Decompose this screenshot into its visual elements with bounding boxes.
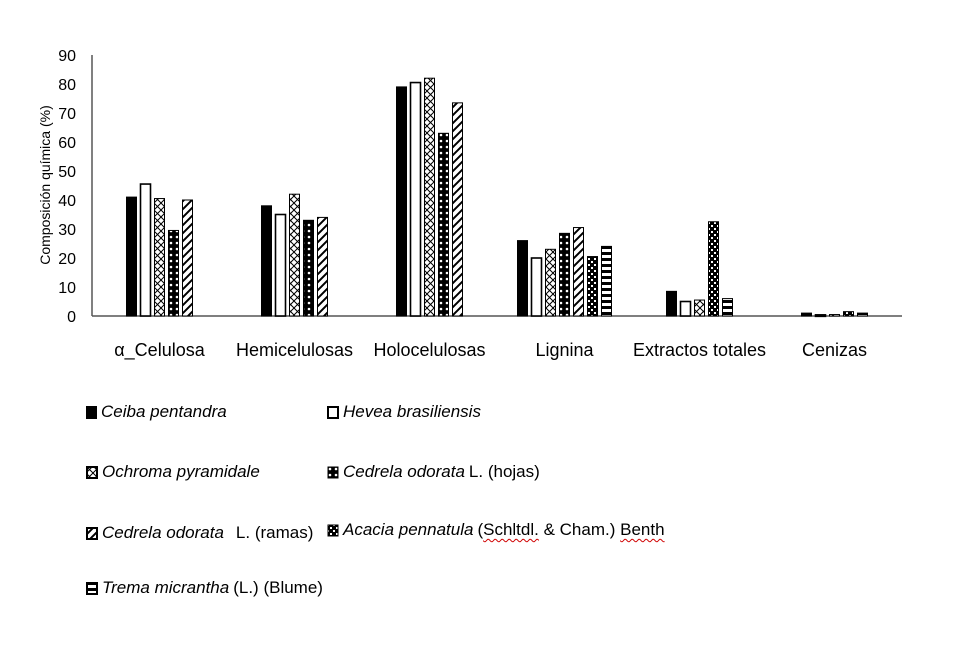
y-tick-label: 90 (58, 48, 76, 65)
y-tick-label: 10 (58, 280, 76, 297)
bar (601, 245, 612, 317)
y-tick-label: 30 (58, 222, 76, 239)
bar (126, 196, 137, 317)
bar (139, 183, 152, 317)
bar (438, 132, 449, 317)
bar (530, 257, 543, 317)
bar (722, 298, 733, 317)
bar (409, 81, 422, 317)
bar (857, 312, 868, 317)
y-tick-label: 80 (58, 77, 76, 94)
bar (517, 240, 528, 317)
bar (679, 300, 692, 317)
y-tick-label: 70 (58, 106, 76, 123)
bar (289, 193, 300, 317)
y-tick-label: 0 (67, 309, 76, 326)
y-tick-label: 50 (58, 164, 76, 181)
bar (666, 290, 677, 317)
y-axis-title: Composición química (%) (37, 105, 53, 265)
bar (587, 256, 598, 317)
bar (814, 314, 827, 318)
x-category-label: Hemicelulosas (236, 340, 353, 360)
bar (154, 198, 165, 317)
bar (168, 229, 179, 317)
bar (317, 216, 328, 317)
bar (694, 299, 705, 317)
bar (843, 311, 854, 317)
bar (424, 77, 435, 317)
y-tick-labels: 0 10 20 30 40 50 60 70 80 90 (58, 48, 76, 326)
category-labels: α_Celulosa Hemicelulosas Holocelulosas Lign… (114, 340, 867, 361)
bar (829, 314, 840, 317)
x-category-label: Extractos totales (633, 340, 766, 360)
bar (261, 205, 272, 317)
x-category-label: Lignina (535, 340, 594, 360)
bar (545, 248, 556, 317)
bar (573, 227, 584, 317)
bar (303, 219, 314, 317)
y-tick-label: 20 (58, 251, 76, 268)
bar (801, 312, 812, 317)
bar (274, 213, 287, 317)
bar (559, 232, 570, 317)
x-category-label: Cenizas (802, 340, 867, 360)
bar (396, 86, 407, 317)
y-tick-label: 40 (58, 193, 76, 210)
x-category-label: α_Celulosa (114, 340, 205, 361)
x-category-label: Holocelulosas (373, 340, 485, 360)
bar (182, 199, 193, 317)
bar (452, 102, 463, 317)
bar (708, 221, 719, 317)
bar-series (126, 77, 868, 318)
y-tick-label: 60 (58, 135, 76, 152)
